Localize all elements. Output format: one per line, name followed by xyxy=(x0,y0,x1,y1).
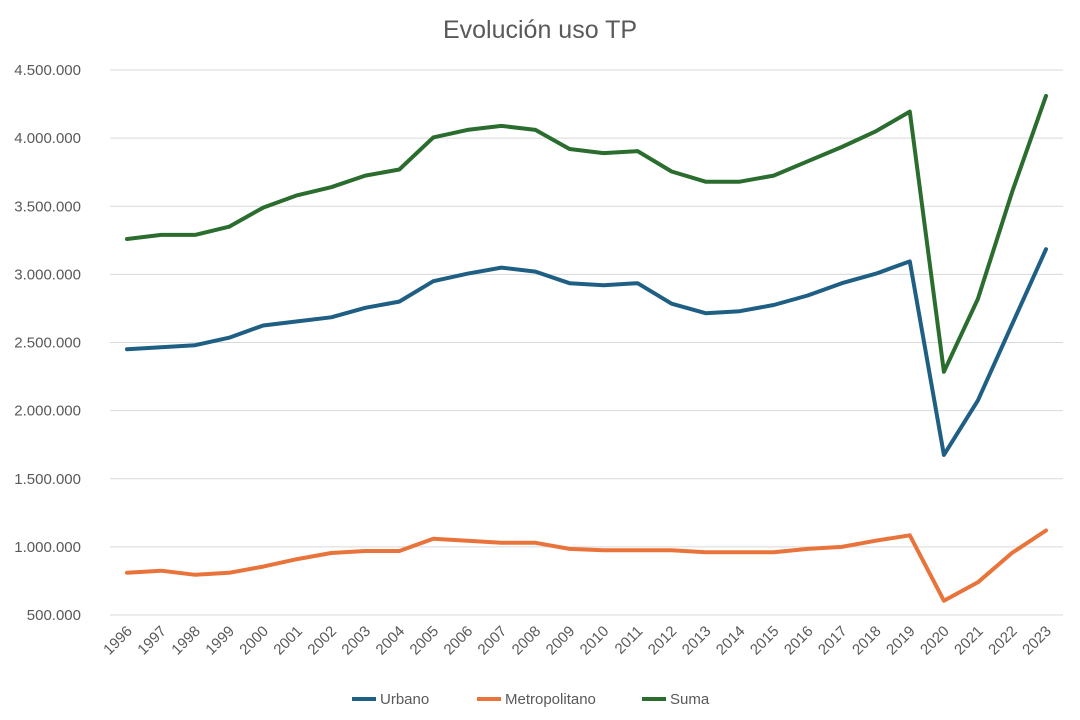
y-tick-label: 4.500.000 xyxy=(14,62,81,79)
x-tick-label: 1999 xyxy=(202,623,238,659)
x-tick-label: 2013 xyxy=(679,623,715,659)
legend-label-metropolitano: Metropolitano xyxy=(505,691,596,708)
x-tick-label: 2012 xyxy=(645,623,681,659)
x-tick-label: 2022 xyxy=(985,623,1021,659)
x-tick-label: 2002 xyxy=(304,623,340,659)
x-tick-label: 2021 xyxy=(951,623,987,659)
x-tick-label: 2003 xyxy=(338,623,374,659)
x-tick-label: 2009 xyxy=(543,623,579,659)
series-line-metropolitano xyxy=(125,528,1048,603)
x-tick-label: 2007 xyxy=(475,623,511,659)
x-tick-label: 2014 xyxy=(713,623,749,659)
x-tick-label: 1998 xyxy=(168,623,204,659)
series-line-suma xyxy=(125,93,1048,374)
y-tick-label: 4.000.000 xyxy=(14,130,81,147)
y-tick-label: 1.000.000 xyxy=(14,539,81,556)
x-tick-label: 1997 xyxy=(134,623,170,659)
chart-title: Evolución uso TP xyxy=(443,16,637,44)
x-tick-label: 2016 xyxy=(781,623,817,659)
legend-label-suma: Suma xyxy=(670,691,710,708)
y-tick-label: 2.000.000 xyxy=(14,403,81,420)
x-tick-label: 2001 xyxy=(270,623,306,659)
y-tick-label: 1.500.000 xyxy=(14,471,81,488)
x-tick-label: 2004 xyxy=(373,623,409,659)
x-tick-label: 2008 xyxy=(509,623,545,659)
x-tick-label: 2006 xyxy=(441,623,477,659)
y-tick-label: 3.000.000 xyxy=(14,266,81,283)
x-tick-label: 2018 xyxy=(849,623,885,659)
x-tick-label: 2000 xyxy=(236,623,272,659)
y-tick-label: 500.000 xyxy=(27,607,81,624)
x-tick-label: 2005 xyxy=(407,623,443,659)
series-line-urbano xyxy=(125,247,1048,457)
x-tick-label: 2020 xyxy=(917,623,953,659)
y-axis-ticks: 500.000 1.000.000 1.500.000 2.000.000 2.500.… xyxy=(14,62,81,624)
x-axis-ticks: 1996199719981999200020012002200320042005… xyxy=(100,623,1055,659)
x-tick-label: 2011 xyxy=(612,623,647,658)
legend: Urbano Metropolitano Suma xyxy=(352,691,710,708)
legend-label-urbano: Urbano xyxy=(380,691,429,708)
y-tick-label: 2.500.000 xyxy=(14,335,81,352)
x-tick-label: 1996 xyxy=(100,623,136,659)
x-tick-label: 2017 xyxy=(815,623,851,659)
x-tick-label: 2019 xyxy=(883,623,919,659)
x-tick-label: 2023 xyxy=(1019,623,1055,659)
series-lines xyxy=(125,93,1048,603)
x-tick-label: 2015 xyxy=(747,623,783,659)
y-tick-label: 3.500.000 xyxy=(14,198,81,215)
x-tick-label: 2010 xyxy=(577,623,613,659)
